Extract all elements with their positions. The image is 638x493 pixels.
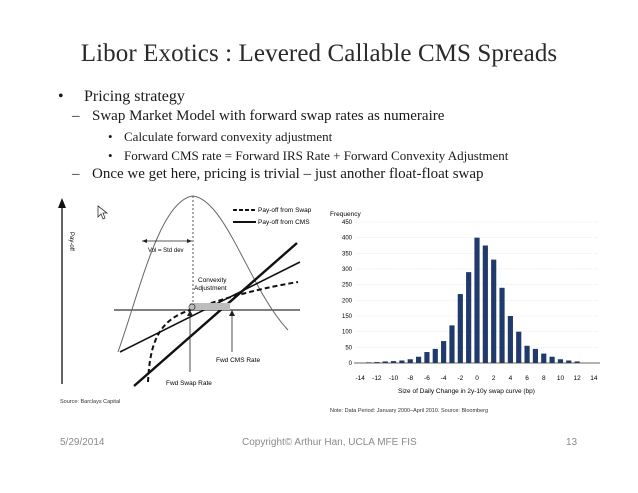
bullet-glyph: • (58, 88, 64, 105)
bullet-glyph: • (108, 148, 113, 163)
histogram-yticks: 0 50 100 150 200 250 300 350 400 450 (342, 220, 353, 367)
histogram-bar (374, 362, 380, 363)
dash-glyph: – (72, 108, 80, 124)
y-tick-label: 200 (342, 298, 353, 304)
fwd-swap-label: Fwd Swap Rate (166, 380, 212, 387)
convexity-marker (188, 303, 196, 311)
fwd-cms-arrow-head-icon (229, 310, 235, 316)
vol-arrow-head-icon (142, 239, 147, 243)
y-tick-label: 350 (342, 251, 353, 257)
dash-glyph: – (72, 166, 80, 182)
histogram-bar (516, 331, 522, 363)
payoff-axis-label: Pay-off (68, 232, 74, 251)
legend-swap-label: Pay-off from Swap (258, 207, 312, 214)
x-tick-label: -4 (441, 375, 447, 382)
x-tick-label: -10 (389, 375, 399, 382)
x-tick-label: -8 (407, 375, 413, 382)
histogram-bar (557, 359, 564, 363)
histogram-bar (507, 316, 513, 363)
legend-cms-label: Pay-off from CMS (258, 219, 310, 226)
histogram-bar (499, 287, 505, 363)
bullet-glyph: • (108, 129, 113, 144)
y-tick-label: 250 (342, 283, 353, 289)
histogram-bar (474, 237, 480, 363)
histogram-bar (407, 359, 413, 363)
y-tick-label: 400 (342, 236, 353, 242)
bullet-text: Once we get here, pricing is trivial – j… (92, 166, 484, 182)
footer-page-number: 13 (566, 437, 578, 448)
convexity-band (190, 303, 230, 310)
swap-payoff-line (133, 242, 298, 387)
histogram-bar (441, 341, 447, 363)
histogram-bar (449, 325, 455, 363)
footer-copyright: Copyright© Arthur Han, UCLA MFE FIS (242, 437, 417, 448)
x-tick-label: -12 (372, 375, 382, 382)
x-tick-label: 10 (557, 375, 565, 382)
y-tick-label: 450 (342, 220, 353, 226)
x-tick-label: 4 (509, 375, 513, 382)
fwd-swap-arrow-head-icon (187, 310, 193, 316)
source-label: Source: Barclays Capital (60, 399, 120, 405)
vol-arrow-head-icon (187, 239, 192, 243)
histogram-bar (549, 356, 555, 363)
histogram-bar (390, 361, 397, 363)
histogram-bar (524, 345, 530, 363)
histogram-bar (491, 259, 497, 363)
histogram-bar (382, 361, 388, 363)
histogram-bar (432, 348, 438, 363)
vol-label: Vol = Std dev (148, 248, 184, 254)
y-tick-label: 50 (345, 345, 352, 351)
bullet-text: Calculate forward convexity adjustment (124, 129, 333, 144)
x-tick-label: 8 (542, 375, 546, 382)
histogram-bar (457, 294, 463, 363)
slide-title: Libor Exotics : Levered Callable CMS Spr… (80, 40, 558, 67)
histogram-bar (466, 272, 472, 363)
histogram-bar (532, 348, 539, 363)
bullet-text: Forward CMS rate = Forward IRS Rate + Fo… (124, 148, 509, 163)
x-tick-label: 14 (590, 375, 598, 382)
histogram-xticks: -14 -12 -10 -8 -6 -4 -2 0 2 4 6 8 10 12 14 (355, 375, 597, 382)
y-tick-label: 100 (342, 330, 353, 336)
bullet-text: Swap Market Model with forward swap rate… (92, 108, 445, 124)
y-tick-label: 150 (342, 314, 353, 320)
histogram-bar (415, 356, 422, 363)
histogram-xlabel: Size of Daily Change in 2y-10y swap curv… (398, 388, 535, 395)
x-tick-label: 0 (475, 375, 479, 382)
histogram-note: Note: Data Period: January 2000–April 20… (330, 408, 488, 414)
convexity-label-2: Adjustment (194, 285, 227, 292)
histogram-bar (541, 353, 547, 363)
x-tick-label: -14 (355, 375, 365, 382)
convexity-label-1: Convexity (198, 277, 227, 284)
fwd-cms-label: Fwd CMS Rate (216, 357, 260, 364)
histogram-bar (574, 361, 580, 363)
histogram-bar (566, 360, 572, 363)
footer-date: 5/29/2014 (60, 437, 105, 448)
x-tick-label: 2 (492, 375, 496, 382)
histogram-bar (482, 245, 488, 363)
cursor-arrow-icon (97, 205, 109, 220)
histogram-bar (399, 360, 405, 363)
y-tick-label: 300 (342, 267, 353, 273)
y-tick-label: 0 (349, 361, 353, 367)
x-tick-label: 12 (574, 375, 582, 382)
axis-arrow-icon (58, 198, 66, 208)
x-tick-label: 6 (525, 375, 529, 382)
x-tick-label: -6 (424, 375, 430, 382)
histogram-ylabel: Frequency (330, 211, 361, 218)
histogram-bar (424, 352, 430, 363)
bullet-text: Pricing strategy (84, 88, 185, 105)
histogram-bars (365, 237, 580, 363)
x-tick-label: -2 (457, 375, 463, 382)
